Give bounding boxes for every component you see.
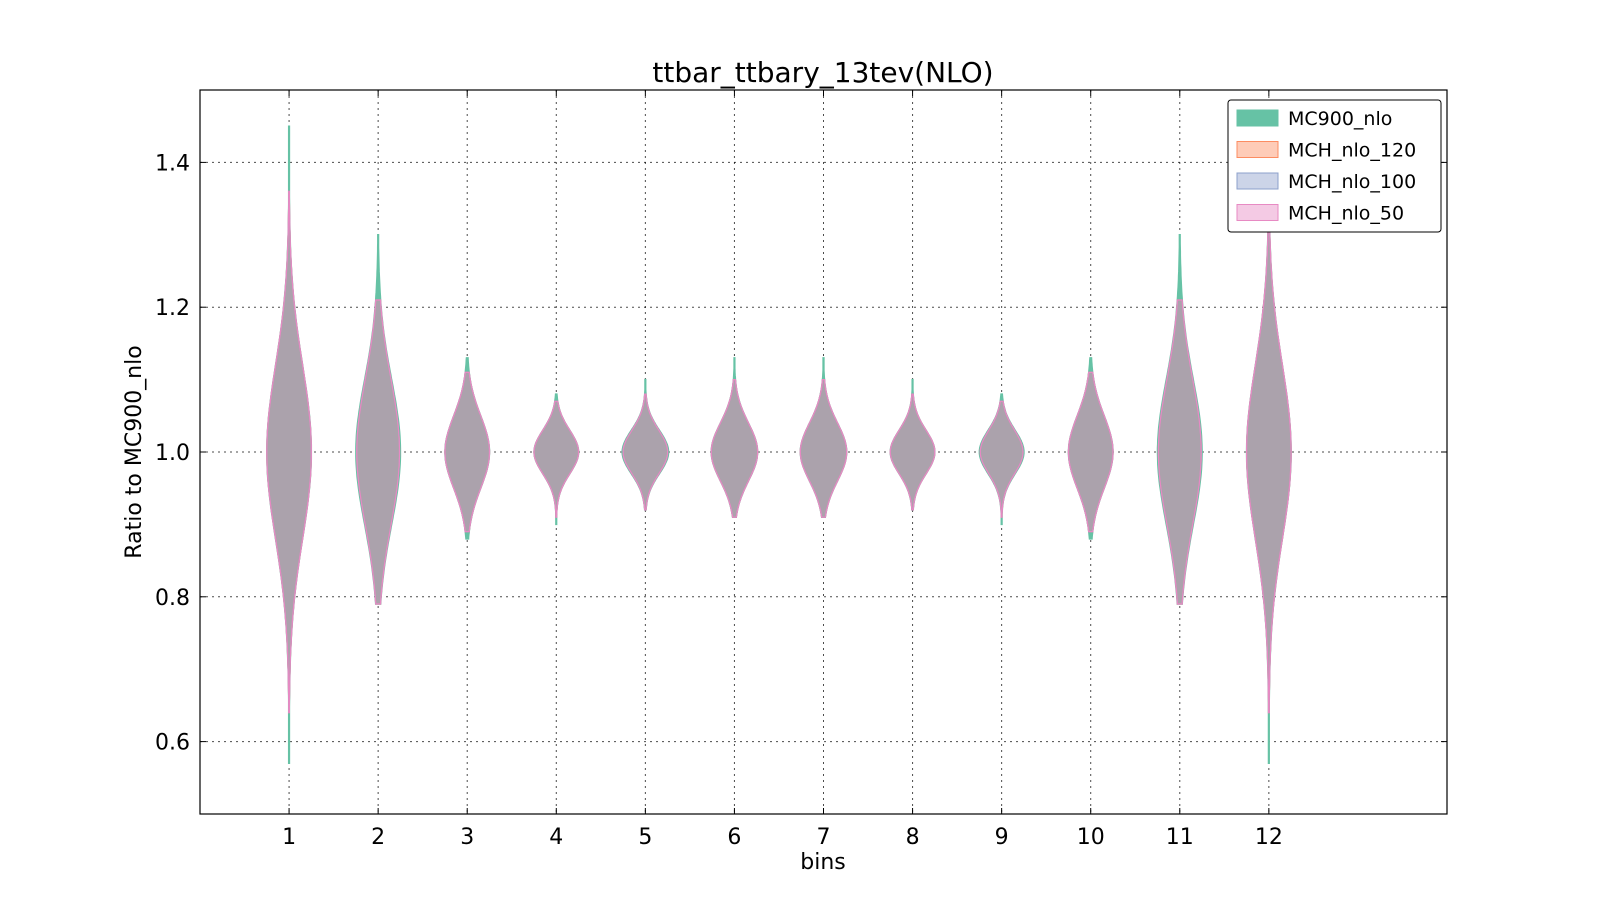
x-tick-label: 1: [282, 825, 296, 850]
x-axis-label: bins: [800, 850, 845, 875]
x-tick-label: 5: [638, 825, 652, 850]
x-tick-label: 10: [1077, 825, 1105, 850]
violin-MCH_nlo_50-bin-2: [356, 299, 401, 605]
violins: [266, 125, 1292, 765]
violin-MCH_nlo_50-bin-5: [622, 393, 669, 511]
violin-MCH_nlo_50-bin-10: [1067, 371, 1114, 533]
violin-MCH_nlo_50-bin-11: [1157, 299, 1202, 605]
violin-MCH_nlo_50-bin-1: [266, 190, 312, 714]
axis-ticks: 1 2 3 4 5 6 7 8 9 10 11 120.60.81.01.21.4: [155, 90, 1447, 850]
violin-MC900_nlo-bin-11: [1156, 234, 1203, 605]
violin-MCH_nlo_50-bin-4: [533, 400, 580, 518]
y-tick-label: 1.4: [155, 151, 190, 176]
legend-label: MCH_nlo_100: [1288, 171, 1416, 193]
legend-label: MCH_nlo_50: [1288, 203, 1404, 225]
legend-label: MC900_nlo: [1288, 108, 1392, 130]
y-tick-label: 1.0: [155, 441, 190, 466]
x-tick-label: 11: [1166, 825, 1194, 850]
x-tick-label: 3: [460, 825, 474, 850]
x-tick-label: 9: [995, 825, 1009, 850]
violin-MCH_nlo_50-bin-8: [889, 393, 936, 511]
x-tick-label: 7: [817, 825, 831, 850]
violin-MCH_nlo_50-bin-7: [799, 379, 848, 518]
legend: MC900_nlo MCH_nlo_120 MCH_nlo_100 MCH_nlo_5…: [1227, 99, 1442, 233]
x-tick-label: 8: [906, 825, 920, 850]
x-tick-label: 4: [549, 825, 563, 850]
violin-MC900_nlo-bin-2: [355, 234, 402, 605]
legend-swatch: [1236, 204, 1279, 221]
x-tick-label: 6: [727, 825, 741, 850]
legend-swatch: [1236, 141, 1279, 158]
violin-MCH_nlo_50-bin-6: [710, 379, 759, 518]
legend-swatch: [1236, 172, 1279, 190]
legend-box: [1227, 99, 1442, 233]
x-tick-label: 12: [1255, 825, 1283, 850]
legend-label: MCH_nlo_120: [1288, 140, 1416, 162]
y-tick-label: 0.6: [155, 731, 190, 756]
violin-MCH_nlo_50-bin-9: [979, 400, 1024, 518]
legend-swatch: [1236, 109, 1279, 127]
x-tick-label: 2: [371, 825, 385, 850]
chart-title: ttbar_ttbary_13tev(NLO): [652, 56, 993, 89]
y-axis-label: Ratio to MC900_nlo: [122, 345, 147, 558]
y-tick-label: 1.2: [155, 296, 190, 321]
y-tick-label: 0.8: [155, 586, 190, 611]
violin-MCH_nlo_50-bin-12: [1245, 219, 1292, 714]
violin-MCH_nlo_50-bin-3: [444, 371, 491, 533]
